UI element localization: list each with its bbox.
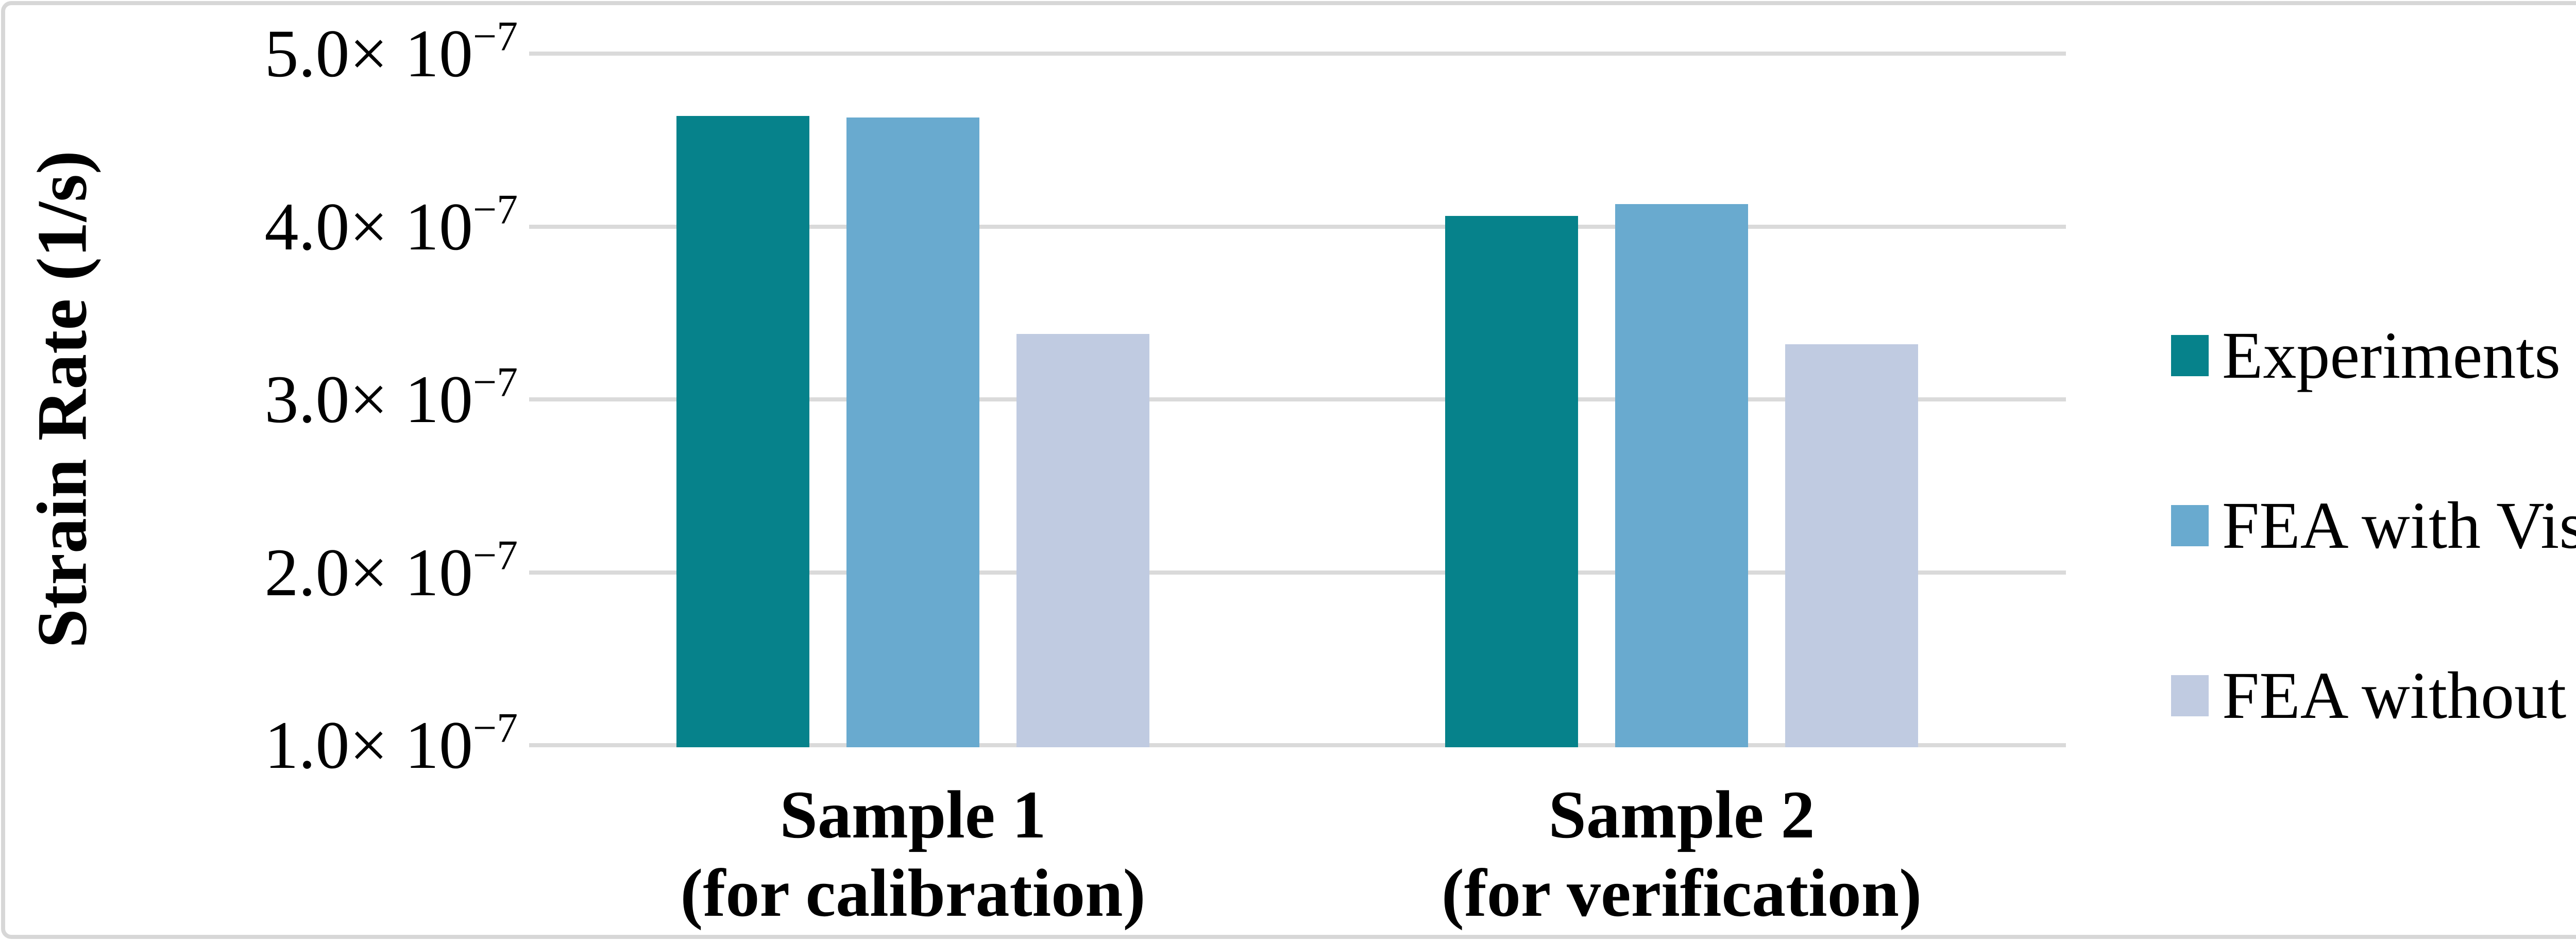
- legend-label: FEA with Viscoplastic GB: [2222, 489, 2576, 563]
- bar-fea-with-viscoplastic-gb-sample-2: [1615, 204, 1748, 747]
- category-label-line1: Sample 2: [1548, 777, 1815, 852]
- legend-item-fea-without-gb: FEA without GB: [2171, 662, 2576, 729]
- bar-fea-without-gb-sample-2: [1785, 344, 1918, 747]
- y-axis-tick-label: 2.0× 10−7: [264, 531, 518, 610]
- bar-experiments-sample-2: [1445, 216, 1578, 747]
- category-label-sample-2: Sample 2 (for verification): [1269, 776, 2094, 932]
- category-label-sample-1: Sample 1 (for calibration): [501, 776, 1325, 932]
- bar-experiments-sample-1: [676, 115, 809, 747]
- legend: Experiments FEA with Viscoplastic GB FEA…: [2171, 0, 2576, 940]
- category-label-line2: (for verification): [1441, 855, 1922, 931]
- bar-fea-with-viscoplastic-gb-sample-1: [846, 118, 979, 747]
- y-axis-tick-label: 4.0× 10−7: [264, 185, 518, 264]
- legend-item-experiments: Experiments: [2171, 322, 2561, 389]
- category-label-line1: Sample 1: [779, 777, 1046, 852]
- gridline: [529, 52, 2066, 56]
- gridline: [529, 397, 2066, 401]
- y-axis-tick-label: 1.0× 10−7: [264, 704, 518, 783]
- bar-fea-without-gb-sample-1: [1016, 333, 1149, 747]
- legend-swatch-fea-without-gb: [2171, 675, 2209, 716]
- legend-label: FEA without GB: [2222, 659, 2576, 733]
- legend-label: Experiments: [2222, 318, 2561, 393]
- category-label-line2: (for calibration): [680, 855, 1146, 931]
- gridline: [529, 224, 2066, 229]
- legend-item-fea-with-viscoplastic-gb: FEA with Viscoplastic GB: [2171, 492, 2576, 559]
- legend-swatch-experiments: [2171, 335, 2209, 376]
- legend-swatch-fea-with-viscoplastic-gb: [2171, 505, 2209, 546]
- y-axis-tick-label: 5.0× 10−7: [264, 12, 518, 91]
- y-axis-tick-label: 3.0× 10−7: [264, 358, 518, 437]
- gridline: [529, 743, 2066, 747]
- gridline: [529, 570, 2066, 575]
